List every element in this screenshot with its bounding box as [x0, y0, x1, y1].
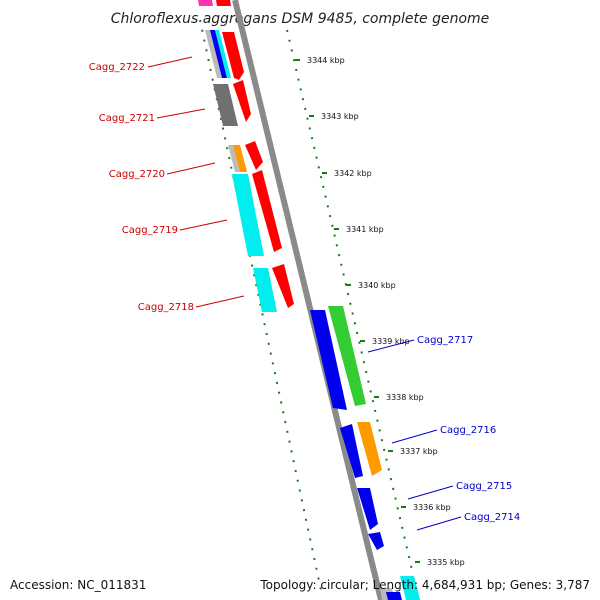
gene-label-forward[interactable]: Cagg_2715 — [456, 481, 512, 492]
accession-text: Accession: NC_011831 — [10, 578, 147, 592]
partial-feature-red — [216, 0, 231, 6]
cagg-2716-blue — [340, 424, 363, 478]
gene-label-reverse[interactable]: Cagg_2721 — [99, 113, 155, 124]
genome-backbone — [232, 0, 384, 600]
tick-label: 3339 kbp — [372, 337, 410, 346]
cagg-2719-arrow — [252, 170, 282, 252]
tick-label: 3338 kbp — [386, 393, 424, 402]
gene-leader-line — [407, 485, 454, 500]
cagg-2717-blue — [310, 310, 347, 410]
gene-leader-line — [416, 516, 462, 531]
cagg-2716-orange — [357, 422, 382, 476]
cagg-2722-cyan — [215, 30, 231, 78]
cagg-2714-blue — [368, 532, 384, 550]
gene-leader-line — [147, 56, 193, 68]
cagg-2720-arrow — [245, 141, 263, 170]
tick-label: 3335 kbp — [427, 558, 465, 567]
partial-feature-magenta — [198, 0, 213, 6]
genome-summary-text: Topology: circular; Length: 4,684,931 bp… — [260, 578, 590, 592]
partial-feature-cyan — [400, 576, 420, 600]
tick-label: 3340 kbp — [358, 281, 396, 290]
cagg-2717-green — [328, 306, 366, 406]
gene-label-reverse[interactable]: Cagg_2718 — [138, 302, 194, 313]
gene-leader-line — [367, 339, 415, 353]
gene-label-forward[interactable]: Cagg_2716 — [440, 425, 496, 436]
tick-label: 3342 kbp — [334, 169, 372, 178]
map-title: Chloroflexus aggregans DSM 9485, complet… — [111, 11, 490, 27]
gene-label-forward[interactable]: Cagg_2714 — [464, 512, 520, 523]
tick-layer: 3344 kbp 3343 kbp 3342 kbp 3341 kbp 3340 kbp… — [295, 56, 465, 567]
right-dotted-track — [286, 29, 413, 571]
cagg-2719-cyan — [232, 174, 264, 256]
cagg-2722-arrow — [222, 32, 244, 80]
tick-label: 3341 kbp — [346, 225, 384, 234]
gene-leader-line — [166, 162, 216, 175]
features-layer — [198, 0, 420, 600]
cagg-2720-lightgray — [228, 145, 240, 172]
gene-label-reverse[interactable]: Cagg_2719 — [122, 225, 178, 236]
gene-leader-line — [195, 295, 245, 308]
cagg-2722-blue — [210, 30, 227, 78]
tick-label: 3343 kbp — [321, 112, 359, 121]
tick-label: 3344 kbp — [307, 56, 345, 65]
cagg-2718-arrow — [272, 264, 294, 308]
cagg-2722-lightgray — [205, 30, 222, 78]
cagg-2718-cyan — [253, 268, 277, 312]
gene-label-reverse[interactable]: Cagg_2720 — [109, 169, 165, 180]
cagg-2720-orange — [233, 145, 247, 172]
cagg-2721-gray — [213, 84, 238, 126]
tick-label: 3336 kbp — [413, 503, 451, 512]
gene-label-forward[interactable]: Cagg_2717 — [417, 335, 473, 346]
gene-label-reverse[interactable]: Cagg_2722 — [89, 62, 145, 73]
gene-leader-line — [179, 219, 228, 231]
cagg-2715-blue — [357, 488, 378, 530]
gene-leader-line — [391, 429, 438, 444]
partial-feature-blue — [386, 592, 402, 600]
gene-leader-line — [156, 108, 206, 119]
cagg-2721-arrow — [233, 80, 251, 122]
tick-label: 3337 kbp — [400, 447, 438, 456]
gene-label-layer: Cagg_2722 Cagg_2721 Cagg_2720 Cagg_2719 Cagg… — [89, 56, 520, 531]
